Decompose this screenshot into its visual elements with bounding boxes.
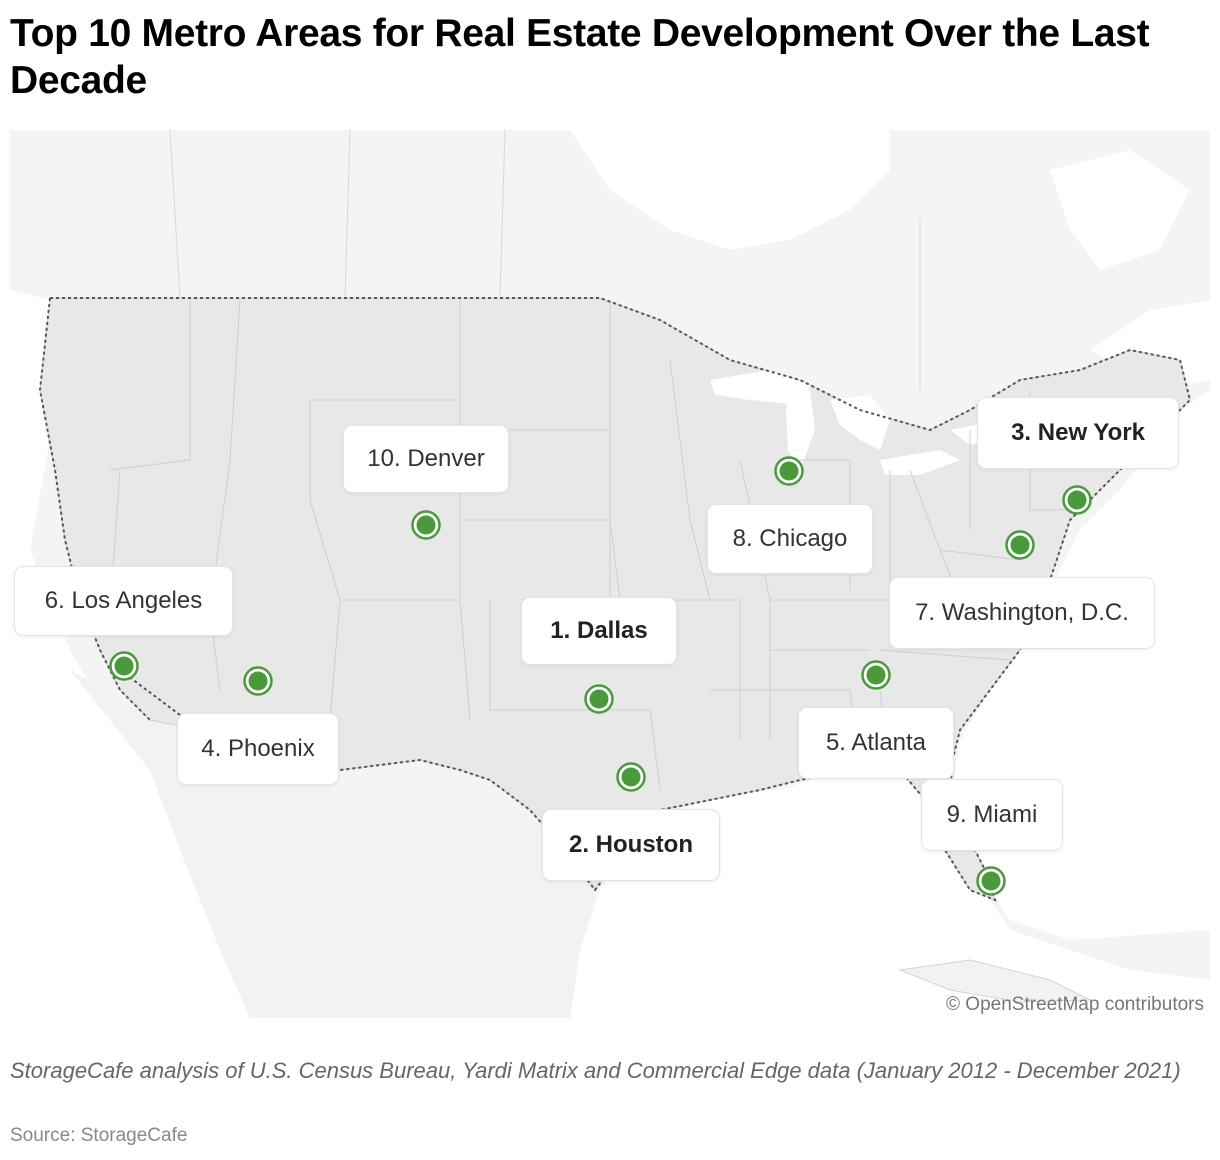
marker-los-angeles[interactable] [109, 651, 139, 681]
map-pin-icon [616, 762, 646, 792]
marker-new-york[interactable] [1062, 485, 1092, 515]
chart-title: Top 10 Metro Areas for Real Estate Devel… [10, 12, 1150, 102]
map-pin-icon [976, 866, 1006, 896]
map-pin-icon [861, 660, 891, 690]
marker-houston[interactable] [616, 762, 646, 792]
marker-miami[interactable] [976, 866, 1006, 896]
map-pin-icon [1062, 485, 1092, 515]
map-pin-icon [584, 684, 614, 714]
label-new-york[interactable]: 3. New York [978, 398, 1178, 468]
label-houston[interactable]: 2. Houston [543, 810, 719, 880]
label-phoenix[interactable]: 4. Phoenix [178, 714, 338, 784]
map-attribution[interactable]: © OpenStreetMap contributors [946, 994, 1204, 1015]
map-panel[interactable]: 1. Dallas 2. Houston 3. New York 4. Phoe… [10, 130, 1210, 1018]
label-dallas[interactable]: 1. Dallas [522, 598, 676, 664]
marker-dallas[interactable] [584, 684, 614, 714]
label-los-angeles[interactable]: 6. Los Angeles [15, 567, 232, 635]
label-chicago[interactable]: 8. Chicago [708, 505, 872, 573]
map-pin-icon [1005, 530, 1035, 560]
map-pin-icon [411, 510, 441, 540]
map-pin-icon [109, 651, 139, 681]
marker-atlanta[interactable] [861, 660, 891, 690]
label-miami[interactable]: 9. Miami [922, 780, 1062, 850]
label-denver[interactable]: 10. Denver [344, 426, 508, 492]
label-atlanta[interactable]: 5. Atlanta [799, 708, 953, 778]
marker-washington-dc[interactable] [1005, 530, 1035, 560]
marker-chicago[interactable] [774, 456, 804, 486]
marker-phoenix[interactable] [243, 666, 273, 696]
marker-denver[interactable] [411, 510, 441, 540]
label-washington-dc[interactable]: 7. Washington, D.C. [890, 578, 1154, 648]
map-pin-icon [243, 666, 273, 696]
chart-source: Source: StorageCafe [10, 1125, 188, 1146]
map-pin-icon [774, 456, 804, 486]
chart-caption: StorageCafe analysis of U.S. Census Bure… [10, 1058, 1181, 1083]
